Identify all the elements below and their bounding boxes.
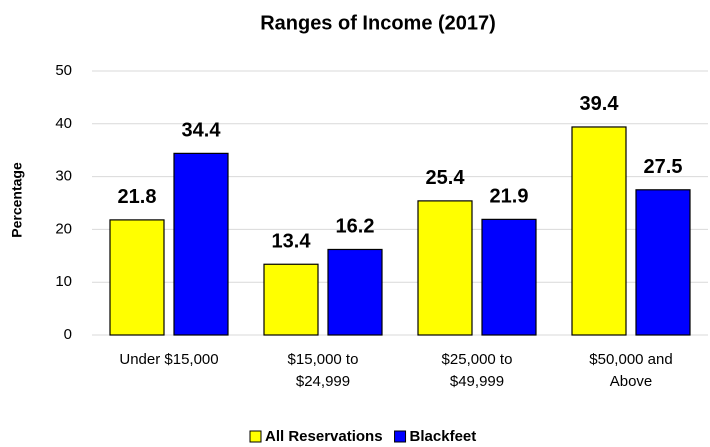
bar xyxy=(571,126,627,336)
y-tick-label: 50 xyxy=(55,62,72,79)
data-label: 39.4 xyxy=(580,93,620,115)
bar xyxy=(263,263,319,336)
legend-swatch xyxy=(249,430,262,443)
x-tick-label: $25,000 to $49,999 xyxy=(442,351,513,390)
bar xyxy=(481,218,537,336)
data-label: 25.4 xyxy=(426,167,466,189)
data-label: 34.4 xyxy=(182,120,222,142)
data-label: 21.9 xyxy=(490,186,529,208)
bar xyxy=(635,189,691,336)
x-tick-label: Under $15,000 xyxy=(119,351,218,368)
y-tick-label: 20 xyxy=(55,220,72,237)
data-label: 27.5 xyxy=(644,156,683,178)
y-axis-label: Percentage xyxy=(9,162,25,238)
data-label: 21.8 xyxy=(118,186,157,208)
bar xyxy=(173,152,229,336)
y-tick-label: 40 xyxy=(55,115,72,132)
data-label: 16.2 xyxy=(336,216,375,238)
y-tick-label: 10 xyxy=(55,273,72,290)
chart-title: Ranges of Income (2017) xyxy=(260,12,496,34)
legend-label: Blackfeet xyxy=(410,428,477,445)
x-tick-label: $15,000 to $24,999 xyxy=(288,351,359,390)
data-label: 13.4 xyxy=(272,231,312,253)
bar xyxy=(417,200,473,336)
bar xyxy=(109,219,165,336)
legend-label: All Reservations xyxy=(265,428,383,445)
y-tick-label: 0 xyxy=(64,326,72,343)
x-tick-label: $50,000 and Above xyxy=(589,351,672,390)
legend-swatch xyxy=(394,430,407,443)
y-tick-label: 30 xyxy=(55,168,72,185)
bar xyxy=(327,248,383,336)
